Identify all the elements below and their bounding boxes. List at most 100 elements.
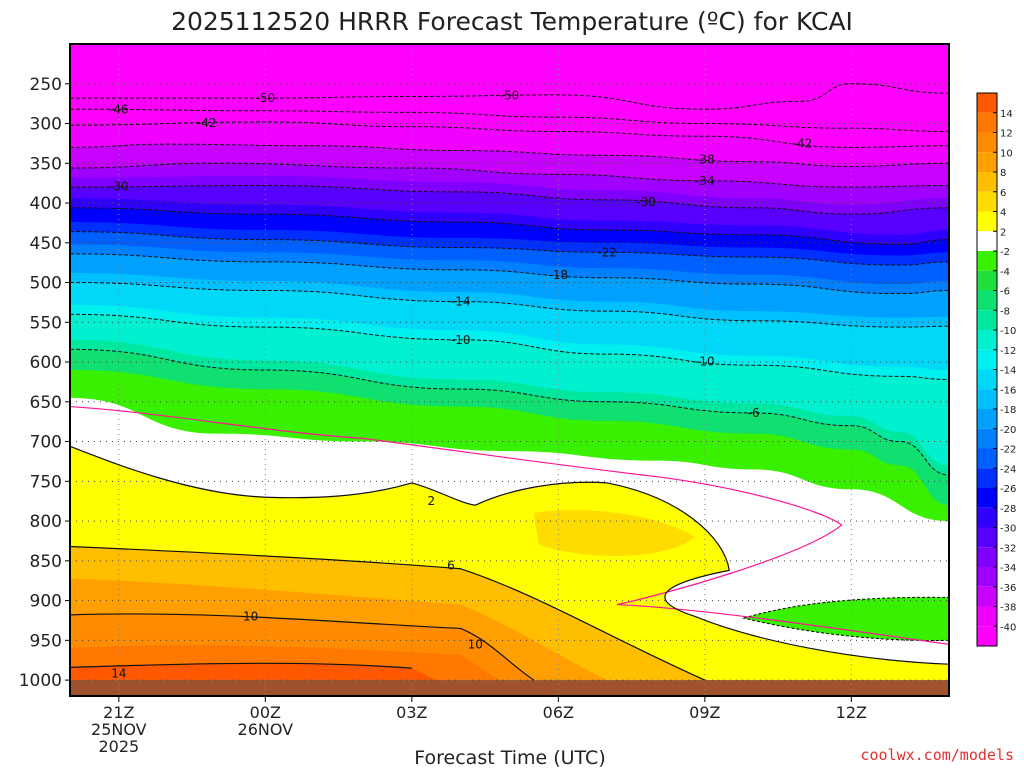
colorbar-label: -6 xyxy=(1000,287,1010,298)
contour-label: -14 xyxy=(451,295,471,309)
x-tick-label: 06Z xyxy=(543,703,574,722)
colorbar-swatch xyxy=(977,468,997,488)
colorbar-swatch xyxy=(977,191,997,212)
colorbar-label: -30 xyxy=(1000,524,1016,535)
colorbar-label: -10 xyxy=(1000,326,1016,337)
contour-label: -18 xyxy=(549,268,569,282)
colorbar-label: 8 xyxy=(1000,168,1006,179)
band-orange-5 xyxy=(70,663,437,681)
colorbar-label: -4 xyxy=(1000,267,1010,278)
colorbar-label: -32 xyxy=(1000,543,1016,554)
contour--6 xyxy=(69,348,950,476)
contour-label: -46 xyxy=(109,103,129,117)
contour-label: -30 xyxy=(636,195,656,209)
contour-14 xyxy=(69,662,412,669)
y-tick-label: 500 xyxy=(30,274,62,294)
colorbar-label: 12 xyxy=(1000,129,1013,140)
warm-contour-lines: 2 6 10 10 14 xyxy=(69,405,950,681)
credit-text: coolwx.com/models xyxy=(860,746,1014,764)
colorbar-swatch xyxy=(977,586,997,607)
colorbar-swatch xyxy=(977,428,997,449)
colorbar-swatch xyxy=(977,330,997,350)
colorbar-label: 14 xyxy=(1000,109,1013,120)
contour--38 xyxy=(69,143,950,167)
colorbar: 14 12 10 8 6 4 2 -2 -4 -6 -8 -10 -12 -14 -16 -18 -20 -22 -… xyxy=(976,92,1016,647)
y-tick-label: 950 xyxy=(30,631,62,651)
colorbar-swatch xyxy=(977,152,997,172)
ground xyxy=(70,680,949,696)
colorbar-swatch xyxy=(977,488,997,508)
contour-label: -38 xyxy=(695,153,715,167)
y-tick-label: 850 xyxy=(30,552,62,572)
band-green-intrusion xyxy=(741,596,950,642)
y-tick-label: 650 xyxy=(30,393,62,413)
colorbar-swatch xyxy=(977,507,997,528)
colorbar-label: 10 xyxy=(1000,148,1013,159)
colorbar-label: -20 xyxy=(1000,425,1016,436)
colorbar-swatch xyxy=(977,231,997,251)
colorbar-label: -34 xyxy=(1000,563,1016,574)
contour-label: -42 xyxy=(793,137,813,151)
contour-label: 6 xyxy=(447,559,455,573)
y-tick-label: 400 xyxy=(30,194,62,214)
contour--26 xyxy=(69,207,950,245)
y-tick-label: 350 xyxy=(30,154,62,174)
y-tick-label: 300 xyxy=(30,115,62,135)
contour-10 xyxy=(69,613,535,681)
y-tick-label: 1000 xyxy=(19,671,62,691)
y-tick-label: 600 xyxy=(30,353,62,373)
colorbar-swatch xyxy=(977,626,997,646)
x-tick-label: 00Z xyxy=(250,703,281,722)
contour-label: -10 xyxy=(695,355,715,369)
y-axis: 250 300 350 400 450 500 550 600 650 700 750 800 850 9… xyxy=(19,75,70,691)
colorbar-swatch xyxy=(977,369,997,390)
freezing-contour xyxy=(69,405,950,645)
colorbar-swatch xyxy=(977,112,997,133)
color-bands xyxy=(70,44,950,697)
contour-2 xyxy=(69,445,950,665)
contour--42 xyxy=(69,121,950,148)
contour-label: -34 xyxy=(695,174,715,188)
contour--14 xyxy=(69,282,950,328)
contour-6 xyxy=(69,545,706,681)
colorbar-swatch xyxy=(977,527,997,548)
colorbar-swatch xyxy=(977,132,997,153)
x-tick-label: 26NOV xyxy=(238,720,294,739)
colorbar-label: -40 xyxy=(1000,622,1016,633)
colorbar-swatch xyxy=(977,172,997,192)
x-tick-label: 09Z xyxy=(689,703,720,722)
contour-label: 14 xyxy=(111,667,126,681)
colorbar-swatch xyxy=(977,270,997,291)
colorbar-swatch xyxy=(977,606,997,627)
y-tick-label: 250 xyxy=(30,75,62,95)
x-tick-label: 21Z xyxy=(103,703,134,722)
colorbar-label: -16 xyxy=(1000,385,1016,396)
colorbar-label: -28 xyxy=(1000,504,1016,515)
contour--50 xyxy=(69,83,950,110)
colorbar-swatch xyxy=(977,93,997,113)
y-tick-label: 900 xyxy=(30,592,62,612)
contour-label: 10 xyxy=(468,637,483,651)
contour--34 xyxy=(69,162,950,188)
x-tick-label: 25NOV xyxy=(91,720,147,739)
colorbar-label: -38 xyxy=(1000,603,1016,614)
x-axis-label: Forecast Time (UTC) xyxy=(414,747,605,768)
contour--22 xyxy=(69,231,950,266)
contour--30 xyxy=(69,185,950,215)
colorbar-label: 6 xyxy=(1000,188,1006,199)
colorbar-label: -18 xyxy=(1000,405,1016,416)
colorbar-label: -14 xyxy=(1000,366,1016,377)
colorbar-swatch xyxy=(977,211,997,232)
colorbar-swatch xyxy=(977,349,997,370)
colorbar-swatch xyxy=(977,389,997,409)
colorbar-swatch xyxy=(977,251,997,271)
contour-label: -42 xyxy=(197,116,217,130)
contour-label: -30 xyxy=(109,180,129,194)
contour-label: 10 xyxy=(243,609,258,623)
colorbar-label: 4 xyxy=(1000,208,1006,219)
contour--46 xyxy=(69,108,950,132)
colorbar-swatch xyxy=(977,547,997,567)
colorbar-label: -8 xyxy=(1000,306,1010,317)
